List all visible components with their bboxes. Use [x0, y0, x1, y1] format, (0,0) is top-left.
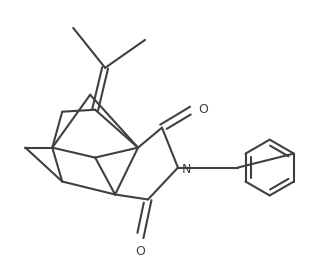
Text: N: N: [182, 163, 191, 176]
Text: O: O: [198, 103, 208, 116]
Text: O: O: [135, 245, 145, 258]
